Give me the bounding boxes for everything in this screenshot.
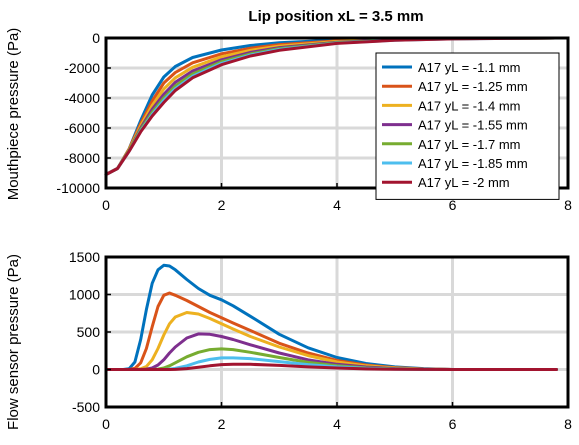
y-tick-label: -10000 [56,180,100,196]
series-line [104,311,558,371]
legend-box [375,52,560,200]
y-tick-label: 1500 [69,249,100,265]
series-line [104,36,558,176]
top-y-ticks: 0 -2000 -4000 -6000 -8000 -10000 [56,30,111,196]
series-line [104,362,558,371]
y-tick-label: -2000 [64,60,100,76]
chart-title: Lip position xL = 3.5 mm [248,8,423,25]
bottom-x-ticks: 0 2 4 6 8 [102,402,572,432]
x-tick-label: 4 [333,197,341,213]
x-tick-label: 2 [218,416,226,432]
x-tick-label: 4 [333,416,341,432]
bottom-series-lines [104,263,558,371]
x-tick-label: 2 [218,197,226,213]
legend-label: A17 yL = -1.1 mm [418,60,520,75]
y-tick-label: -500 [72,399,100,415]
x-tick-label: 8 [564,416,572,432]
y-tick-label: 0 [92,30,100,46]
y-tick-label: 0 [92,362,100,378]
y-tick-label: 1000 [69,287,100,303]
y-tick-label: -6000 [64,120,100,136]
x-tick-label: 8 [564,197,572,213]
legend-label: A17 yL = -1.4 mm [418,98,520,113]
x-tick-label: 6 [449,416,457,432]
legend-label: A17 yL = -1.7 mm [418,137,520,152]
legend-label: A17 yL = -1.25 mm [418,79,528,94]
legend-label: A17 yL = -2 mm [418,175,510,190]
x-tick-label: 0 [102,416,110,432]
bottom-gridlines [106,257,568,407]
y-tick-label: 500 [77,324,101,340]
y-tick-label: -4000 [64,90,100,106]
bottom-y-axis-label: Flow sensor pressure (Pa) [5,254,22,430]
legend-label: A17 yL = -1.85 mm [418,156,528,171]
top-y-axis-label: Mouthpiece pressure (Pa) [5,28,22,201]
x-tick-label: 6 [449,197,457,213]
legend: A17 yL = -1.1 mm A17 yL = -1.25 mm A17 yL … [375,52,560,200]
y-tick-label: -8000 [64,150,100,166]
x-tick-label: 0 [102,197,110,213]
legend-label: A17 yL = -1.55 mm [418,118,528,133]
bottom-y-ticks: 1500 1000 500 0 -500 [69,249,111,415]
mouthpiece-pressure-panel: 0 2 4 6 8 0 -2000 -4000 -6000 -8000 -10000 Mouthp… [5,28,572,213]
